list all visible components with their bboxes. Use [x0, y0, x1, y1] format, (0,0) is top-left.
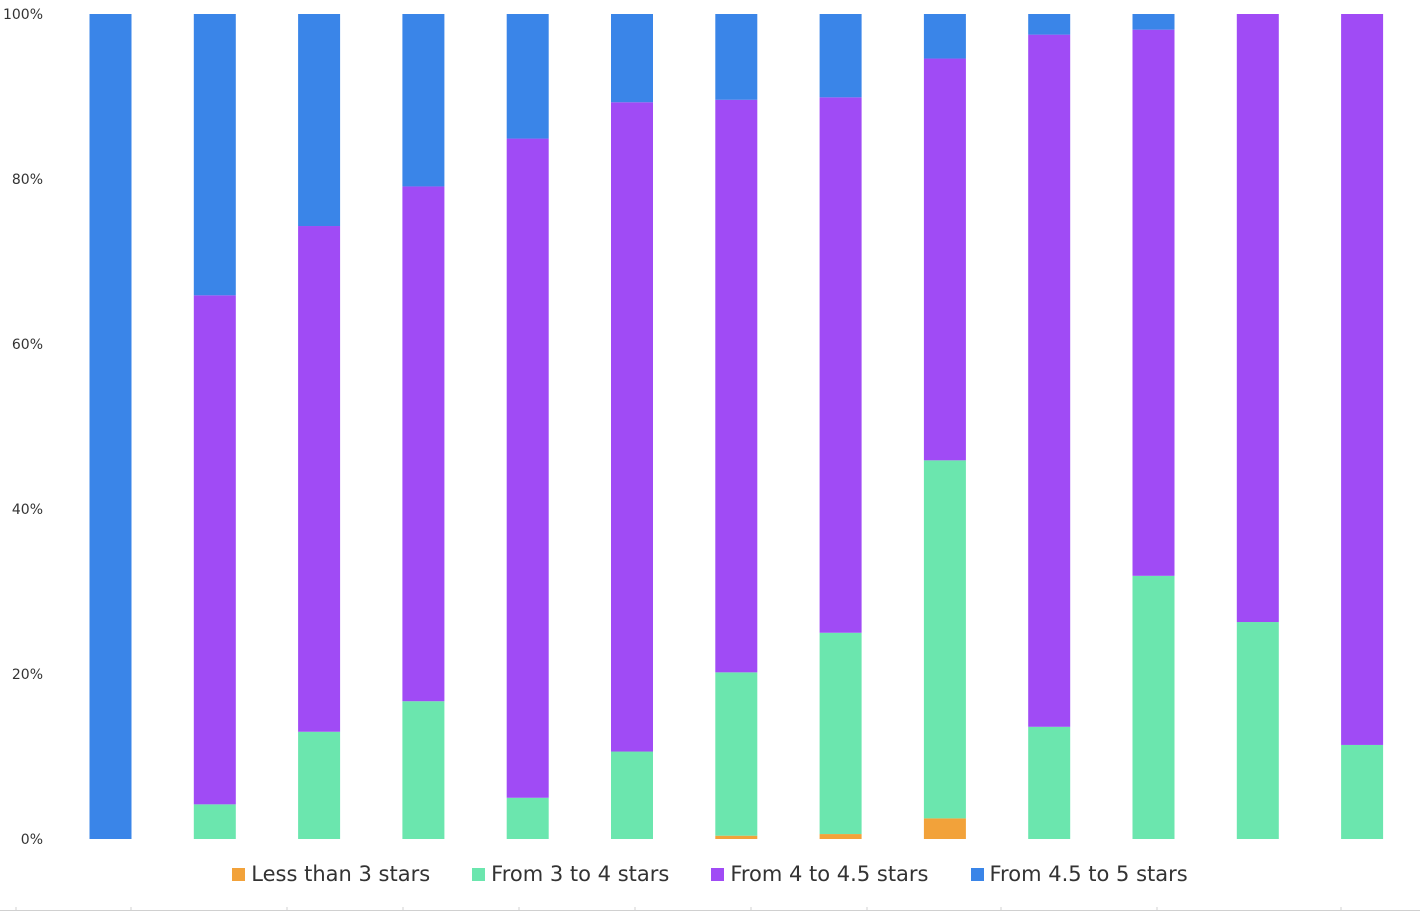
- x-axis: [0, 907, 1420, 911]
- bar-segment-2-col-8: [819, 632, 862, 835]
- bar-segment-3-col-6: [611, 102, 653, 752]
- bar-segment-3-col-3: [298, 226, 341, 732]
- legend-label: Less than 3 stars: [251, 862, 431, 886]
- bar-segment-3-col-5: [506, 138, 549, 798]
- bar-segment-3-col-11: [1132, 29, 1175, 576]
- bar-segment-3-col-13: [1341, 14, 1384, 745]
- bar-segment-1-col-9: [923, 818, 966, 839]
- legend: Less than 3 stars From 3 to 4 stars From 4…: [0, 862, 1420, 886]
- bar-segment-2-col-2: [193, 804, 236, 839]
- bar-segment-4-col-2: [193, 14, 236, 296]
- bar-segment-4-col-10: [1028, 14, 1071, 35]
- bar-segment-4-col-8: [819, 14, 862, 98]
- y-tick-label: 0%: [21, 832, 43, 848]
- bar-segment-2-col-12: [1236, 622, 1279, 839]
- legend-swatch: [232, 867, 246, 881]
- bar-segment-3-col-8: [819, 97, 862, 633]
- legend-label: From 3 to 4 stars: [491, 862, 670, 886]
- bar-segment-2-col-6: [611, 751, 653, 839]
- legend-item-1: Less than 3 stars: [232, 862, 430, 886]
- y-tick-label: 80%: [12, 172, 43, 188]
- y-tick-label: 20%: [12, 667, 43, 683]
- bar-segment-4-col-6: [611, 14, 653, 103]
- bar-segment-3-col-7: [715, 99, 758, 673]
- bar-segment-2-col-11: [1132, 575, 1175, 839]
- bar-segment-4-col-3: [298, 14, 341, 227]
- bar-segment-4-col-5: [506, 14, 549, 139]
- bar-segment-1-col-7: [715, 835, 758, 839]
- bar-segment-2-col-9: [923, 460, 966, 819]
- bar-segment-2-col-4: [402, 701, 445, 839]
- bar-segment-4-col-11: [1132, 14, 1175, 30]
- bar-segment-2-col-10: [1028, 726, 1071, 839]
- bar-segment-2-col-7: [715, 672, 758, 836]
- legend-label: From 4 to 4.5 stars: [730, 862, 929, 886]
- bar-segment-2-col-13: [1341, 744, 1384, 839]
- legend-label: From 4.5 to 5 stars: [989, 862, 1188, 886]
- bar-segment-2-col-3: [298, 731, 341, 839]
- y-tick-label: 40%: [12, 502, 43, 518]
- bar-segment-1-col-8: [819, 834, 862, 839]
- bar-segment-3-col-12: [1236, 14, 1279, 623]
- legend-swatch: [472, 867, 486, 881]
- bar-segment-3-col-2: [193, 295, 236, 805]
- bar-segment-3-col-4: [402, 186, 445, 702]
- legend-item-4: From 4.5 to 5 stars: [970, 862, 1188, 886]
- bar-segment-2-col-5: [506, 797, 549, 839]
- bar-segment-3-col-9: [923, 58, 966, 461]
- bar-segment-4-col-1: [89, 14, 132, 839]
- legend-swatch: [970, 867, 984, 881]
- legend-item-2: From 3 to 4 stars: [472, 862, 669, 886]
- legend-item-3: From 4 to 4.5 stars: [711, 862, 929, 886]
- bar-segment-4-col-7: [715, 14, 758, 100]
- legend-swatch: [711, 867, 725, 881]
- y-tick-label: 100%: [3, 7, 43, 23]
- bar-segment-3-col-10: [1028, 34, 1071, 727]
- bars-group: [89, 14, 1384, 839]
- bar-segment-4-col-9: [923, 14, 966, 59]
- y-axis: 0% 20% 40% 60% 80% 100%: [3, 7, 43, 848]
- y-tick-label: 60%: [12, 337, 43, 353]
- bar-segment-4-col-4: [402, 14, 445, 187]
